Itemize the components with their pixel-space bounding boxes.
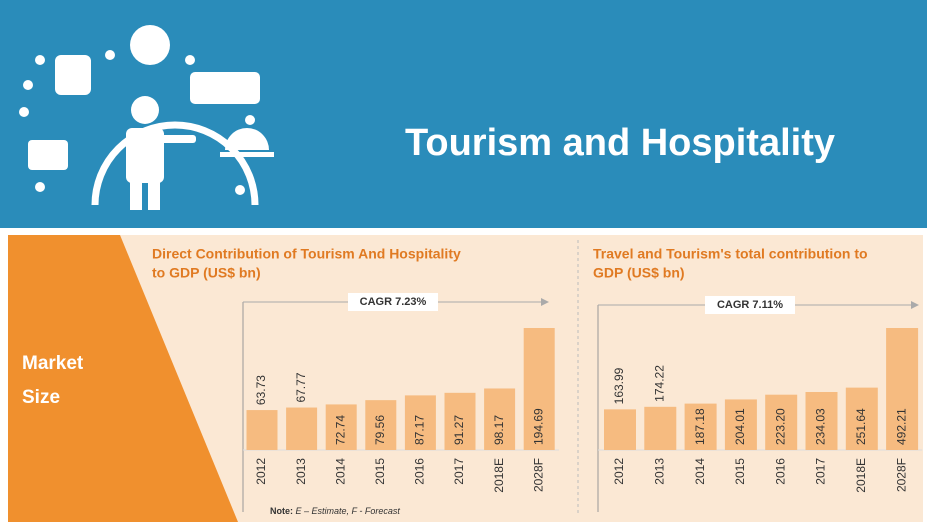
value-label: 234.03 [814,408,828,445]
x-tick-label: 2014 [333,458,347,485]
note-label: Note: [270,506,293,516]
value-label: 174.22 [652,365,666,402]
value-label: 194.69 [531,408,545,445]
infographic: Tourism and Hospitality Market Size Note… [0,0,927,526]
value-label: 79.56 [373,415,387,445]
chart-title: GDP (US$ bn) [593,265,685,281]
value-label: 204.01 [733,408,747,445]
value-label: 72.74 [333,415,347,445]
x-tick-label: 2028F [531,458,545,492]
value-label: 63.73 [254,375,268,405]
bar [247,410,278,450]
bar [644,407,676,450]
value-label: 251.64 [854,408,868,445]
x-tick-label: 2016 [413,458,427,485]
x-tick-label: 2013 [652,458,666,485]
note: Note: E – Estimate, F - Forecast [270,506,400,516]
x-tick-label: 2017 [814,458,828,485]
x-tick-label: 2014 [693,458,707,485]
section-label: Market [22,353,84,374]
bar [286,408,317,450]
chart-title: to GDP (US$ bn) [152,265,261,281]
x-tick-label: 2015 [373,458,387,485]
value-label: 187.18 [693,408,707,445]
note-text: E – Estimate, F - Forecast [296,506,401,516]
section-label: Size [22,387,60,408]
x-tick-label: 2013 [294,458,308,485]
value-label: 223.20 [773,408,787,445]
x-tick-label: 2018E [492,458,506,493]
value-label: 87.17 [413,415,427,445]
x-tick-label: 2012 [254,458,268,485]
value-label: 91.27 [452,415,466,445]
x-tick-label: 2017 [452,458,466,485]
bar [604,409,636,450]
x-tick-label: 2018E [854,458,868,493]
chart-title: Travel and Tourism's total contribution … [593,246,868,262]
header-title: Tourism and Hospitality [405,122,835,164]
x-tick-label: 2012 [612,458,626,485]
x-tick-label: 2028F [894,458,908,492]
x-tick-label: 2016 [773,458,787,485]
x-tick-label: 2015 [733,458,747,485]
value-label: 163.99 [612,367,626,404]
value-label: 67.77 [294,372,308,402]
chart-title: Direct Contribution of Tourism And Hospi… [152,246,461,262]
value-label: 98.17 [492,415,506,445]
cagr-label: CAGR 7.23% [360,296,427,308]
cagr-label: CAGR 7.11% [717,299,783,311]
value-label: 492.21 [894,408,908,445]
